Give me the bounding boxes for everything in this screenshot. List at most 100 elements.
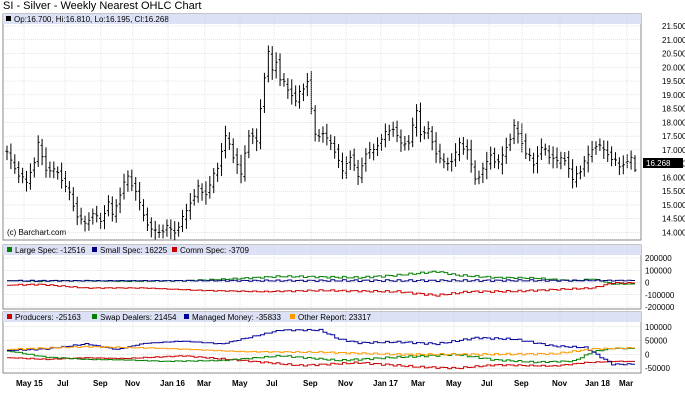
price-tick-label: 18.500: [662, 105, 685, 114]
ohlc-bar: [372, 143, 376, 161]
ohlc-bar: [321, 126, 325, 143]
legend-label: Managed Money: -35833: [192, 313, 282, 322]
x-tick-label: Nov: [338, 379, 354, 388]
ohlc-bar: [473, 160, 477, 185]
ohlc-bar: [184, 203, 188, 229]
price-tick-label: 21.500: [662, 22, 685, 31]
ohlc-bar: [173, 221, 177, 241]
x-tick-label: Jul: [57, 379, 69, 388]
ohlc-bar: [399, 129, 403, 152]
ohlc-bar: [138, 181, 142, 211]
ohlc-bar: [567, 150, 571, 178]
x-tick-label: Sep: [514, 379, 529, 388]
ohlc-bar: [356, 159, 360, 185]
ohlc-bar: [17, 161, 21, 184]
legend-label: Small Spec: 16225: [100, 246, 168, 255]
legend-label: Producers: -25163: [15, 313, 81, 322]
x-tick-label: May 15: [16, 379, 43, 388]
ohlc-bar: [434, 132, 438, 163]
legend-label: Other Report: 23317: [298, 313, 371, 322]
ohlc-bar: [403, 136, 407, 151]
cot-grid: [3, 257, 641, 308]
ohlc-bar: [512, 119, 516, 145]
ohlc-bar: [411, 117, 415, 148]
ohlc-bar: [118, 187, 122, 214]
ohlc-bar: [477, 170, 481, 185]
ohlc-bar: [621, 155, 625, 175]
ohlc-bar: [485, 151, 489, 180]
cot-tick-label: 50000: [645, 337, 668, 346]
ohlc-bar: [617, 157, 621, 176]
ohlc-bar: [516, 121, 520, 144]
ohlc-bar: [126, 170, 130, 192]
cot-tick-label: 0: [645, 279, 650, 288]
ohlc-bar: [360, 157, 364, 184]
x-tick-label: Jul: [481, 379, 493, 388]
cot2-lines: [7, 328, 635, 370]
ohlc-bar: [79, 207, 83, 225]
ohlc-bar: [25, 170, 29, 192]
ohlc-bar: [274, 52, 278, 79]
legend-swatch: [172, 247, 177, 252]
last-price-label: 16.268: [646, 159, 671, 168]
ohlc-bar: [169, 219, 173, 240]
ohlc-bar: [430, 126, 434, 151]
price-tick-label: 17.500: [662, 132, 685, 141]
ohlc-bar: [83, 215, 87, 232]
ohlc-bar: [13, 154, 17, 174]
cot-tick-label: 100000: [645, 323, 672, 332]
x-tick-label: Mar: [411, 379, 425, 388]
cot-tick-label: -100000: [645, 291, 675, 300]
ohlc-bar: [149, 217, 153, 238]
x-axis: May 15 Jul Sep Nov Jan 16 Mar May Jul Sep Nov Jan …: [16, 14, 633, 388]
ohlc-bar: [110, 196, 114, 222]
ohlc-bar: [251, 128, 255, 145]
ohlc-bar: [352, 148, 356, 171]
ohlc-bar: [594, 141, 598, 155]
ohlc-bar: [5, 145, 9, 161]
ohlc-bar: [270, 46, 274, 80]
ohlc-bar: [153, 220, 157, 240]
x-tick-label: Sep: [93, 379, 108, 388]
x-tick-label: May: [232, 379, 248, 388]
ohlc-bar: [418, 102, 422, 143]
cot2-grid: [3, 326, 641, 369]
legend-swatch: [92, 247, 97, 252]
ohlc-bar: [48, 161, 52, 178]
ohlc-bar: [91, 208, 95, 225]
ohlc-bar: [227, 132, 231, 151]
ohlc-bar: [606, 140, 610, 162]
ohlc-bar: [44, 147, 48, 178]
ohlc-bar: [450, 153, 454, 172]
ohlc-bar: [329, 134, 333, 151]
legend-label: Large Spec: -12516: [15, 246, 86, 255]
ohlc-bar: [500, 146, 504, 175]
ohlc-bar: [71, 187, 75, 212]
ohlc-bar: [340, 152, 344, 180]
cot-tick-label: -50000: [645, 364, 670, 373]
last-price-badge: [643, 158, 683, 168]
x-tick-label: Mar: [197, 379, 211, 388]
ohlc-bar: [212, 167, 216, 194]
ohlc-bar: [578, 165, 582, 180]
ohlc-bar: [325, 123, 329, 146]
ohlc-bar: [633, 155, 637, 173]
ohlc-bar: [223, 125, 227, 159]
ohlc-bar: [286, 78, 290, 99]
cot-tick-label: 200000: [645, 254, 672, 263]
ohlc-bar: [438, 143, 442, 164]
x-tick-label: Jan 16: [160, 379, 185, 388]
ohlc-bar: [145, 207, 149, 231]
ohlc-bar: [395, 120, 399, 143]
cot-panel-header: [3, 245, 641, 255]
x-tick-label: Mar: [619, 379, 633, 388]
cot-series-line: [7, 279, 635, 282]
ohlc-bar: [290, 79, 294, 105]
price-bars: [5, 45, 637, 241]
cot2-y-axis: 100000 50000 0 -50000: [645, 323, 672, 373]
ohlc-bar: [415, 104, 419, 137]
ohlc-bar: [551, 146, 555, 169]
ohlc-bar: [188, 193, 192, 220]
ohlc-bar: [317, 129, 321, 142]
